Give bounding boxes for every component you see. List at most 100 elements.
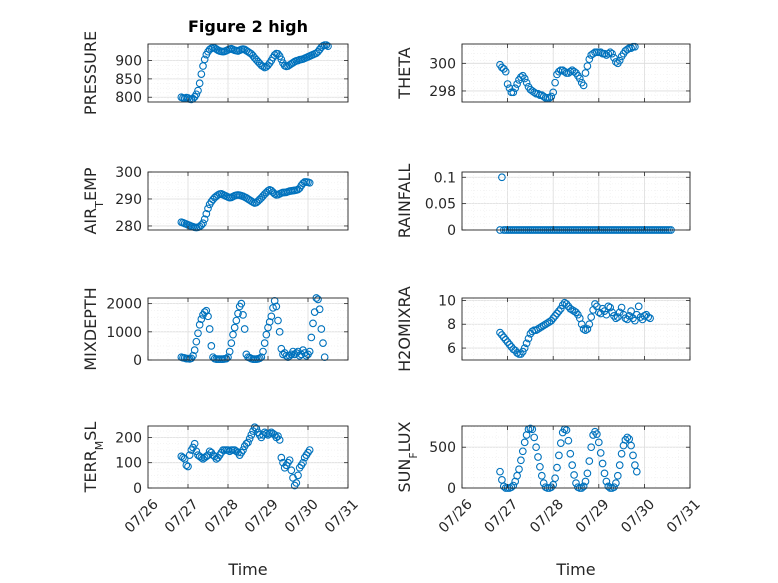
data-point	[515, 465, 523, 474]
data-point	[503, 80, 512, 88]
data-point	[507, 483, 516, 492]
data-point	[579, 482, 588, 491]
data-point	[315, 305, 324, 314]
y-tick-label: 0	[133, 353, 142, 369]
data-point	[277, 55, 286, 64]
data-point	[195, 79, 204, 88]
axes-frame	[147, 171, 349, 231]
data-point	[197, 221, 206, 229]
axes-frame	[147, 297, 349, 361]
data-point	[615, 308, 624, 317]
data-point	[541, 320, 550, 329]
data-point	[274, 50, 282, 58]
y-tick-label: 0	[447, 223, 456, 239]
data-point	[511, 84, 520, 93]
data-point	[555, 67, 563, 76]
subplot-pressure: 800 850 900 PRESSURE Figure 2 high	[81, 17, 349, 115]
data-point	[260, 339, 269, 347]
y-tick-label: 2000	[106, 297, 142, 313]
data-point	[589, 49, 597, 58]
y-tick-label: 280	[115, 219, 142, 235]
data-point	[560, 67, 569, 76]
data-point	[547, 483, 556, 492]
data-point	[197, 70, 206, 78]
label-subscript: F	[407, 452, 420, 458]
data-point	[200, 55, 209, 64]
data-point	[195, 320, 204, 329]
y-tick-label: 0.1	[434, 170, 456, 186]
data-point	[207, 342, 216, 350]
data-point	[564, 436, 573, 445]
data-point	[598, 459, 607, 468]
y-axis-label: PRESSURE	[81, 31, 100, 115]
data-point	[305, 347, 314, 356]
data-point	[496, 328, 504, 337]
data-point	[324, 42, 332, 51]
data-point	[270, 51, 279, 59]
label-part: AIR	[81, 208, 100, 235]
data-point	[613, 471, 622, 480]
label-part: TERR	[81, 450, 100, 493]
data-point	[631, 42, 639, 51]
y-tick-label: 900	[115, 54, 142, 70]
data-point	[583, 469, 592, 478]
data-point	[520, 74, 529, 83]
series-markers	[177, 423, 314, 490]
data-point	[600, 49, 609, 58]
subplot-mixdepth: 0 1000 2000 MIXDEPTH	[81, 287, 349, 371]
data-point	[202, 209, 211, 218]
data-point	[194, 329, 202, 338]
series-markers	[496, 298, 654, 358]
label-subscript: M	[93, 441, 106, 451]
data-point	[230, 323, 239, 332]
data-point	[498, 331, 506, 339]
data-point	[259, 62, 267, 71]
data-point	[572, 308, 580, 317]
data-point	[596, 449, 605, 457]
y-tick-label: 500	[429, 440, 456, 456]
data-point	[604, 49, 613, 58]
data-point	[553, 309, 561, 318]
data-point	[577, 320, 586, 329]
data-point	[197, 315, 206, 323]
data-point	[581, 326, 590, 335]
data-point	[587, 443, 596, 452]
data-point	[585, 320, 594, 329]
data-point	[307, 333, 316, 342]
data-point	[593, 430, 601, 439]
data-point	[204, 312, 212, 321]
data-point	[505, 340, 514, 349]
data-point	[631, 461, 639, 470]
data-point	[264, 187, 272, 195]
x-axis-label: Time	[227, 560, 267, 579]
data-point	[520, 438, 529, 447]
data-point	[562, 426, 571, 434]
data-point	[520, 344, 529, 352]
y-tick-label: 290	[115, 192, 142, 208]
data-point	[602, 477, 611, 486]
data-point	[202, 306, 211, 315]
axes-frame	[147, 425, 349, 489]
data-point	[553, 463, 561, 472]
data-point	[496, 467, 504, 476]
data-point	[556, 439, 565, 447]
data-point	[596, 309, 605, 318]
data-point	[501, 335, 510, 344]
y-tick-label: 8	[447, 317, 456, 333]
data-point	[625, 435, 634, 443]
data-point	[612, 58, 620, 66]
data-point	[591, 427, 599, 436]
data-point	[509, 481, 518, 490]
series-markers	[177, 294, 329, 364]
x-tick-label: 07/29	[242, 496, 282, 536]
data-point	[505, 84, 514, 93]
data-point	[522, 78, 531, 87]
series-markers	[496, 42, 639, 102]
data-point	[245, 434, 254, 443]
data-point	[234, 309, 242, 318]
data-point	[182, 461, 191, 470]
data-point	[192, 337, 201, 346]
y-tick-label: 10	[438, 293, 456, 309]
x-tick-label: 07/31	[322, 496, 362, 536]
data-point	[262, 330, 271, 339]
